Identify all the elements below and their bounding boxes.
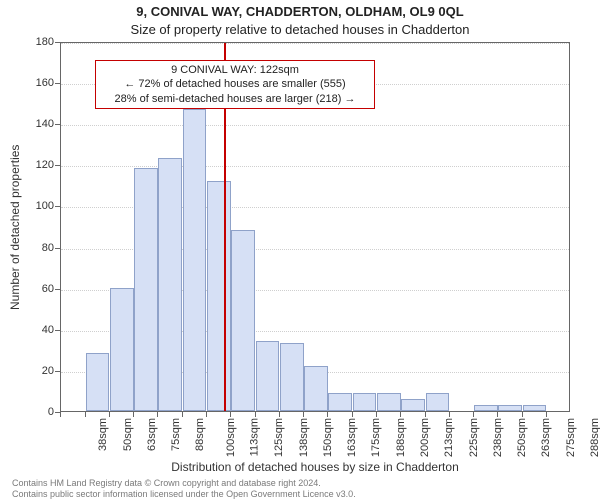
histogram-bar <box>256 341 280 411</box>
x-tick-label: 175sqm <box>371 418 383 457</box>
x-tick-mark <box>497 412 498 417</box>
callout-line2: ← 72% of detached houses are smaller (55… <box>102 77 368 91</box>
chart-title-sub: Size of property relative to detached ho… <box>0 22 600 37</box>
y-axis-label: Number of detached properties <box>8 42 22 412</box>
callout-line3: 28% of semi-detached houses are larger (… <box>102 92 368 106</box>
footer-attribution: Contains HM Land Registry data © Crown c… <box>12 478 356 499</box>
x-tick-label: 100sqm <box>225 418 237 457</box>
x-tick-mark <box>400 412 401 417</box>
histogram-bar <box>353 393 377 412</box>
x-tick-label: 225sqm <box>468 418 480 457</box>
x-tick-label: 238sqm <box>492 418 504 457</box>
gridline-h <box>61 166 569 167</box>
histogram-bar <box>328 393 352 412</box>
histogram-bar <box>401 399 425 411</box>
x-tick-mark <box>109 412 110 417</box>
y-tick-label: 180 <box>14 36 54 48</box>
histogram-bar <box>86 353 110 411</box>
x-tick-mark <box>327 412 328 417</box>
histogram-bar <box>134 168 158 411</box>
x-tick-mark <box>279 412 280 417</box>
y-tick-label: 40 <box>14 324 54 336</box>
x-tick-mark <box>60 412 61 417</box>
x-tick-mark <box>425 412 426 417</box>
histogram-bar <box>183 109 207 411</box>
histogram-bar <box>231 230 255 411</box>
y-tick-label: 140 <box>14 118 54 130</box>
x-tick-mark <box>449 412 450 417</box>
x-tick-label: 163sqm <box>346 418 358 457</box>
footer-line2: Contains public sector information licen… <box>12 489 356 499</box>
y-tick-label: 120 <box>14 159 54 171</box>
chart-title-main: 9, CONIVAL WAY, CHADDERTON, OLDHAM, OL9 … <box>0 4 600 19</box>
x-tick-mark <box>376 412 377 417</box>
x-tick-label: 75sqm <box>170 418 182 451</box>
histogram-bar <box>158 158 182 411</box>
gridline-h <box>61 125 569 126</box>
x-tick-label: 213sqm <box>443 418 455 457</box>
x-tick-mark <box>133 412 134 417</box>
y-tick-label: 0 <box>14 406 54 418</box>
x-tick-label: 250sqm <box>516 418 528 457</box>
footer-line1: Contains HM Land Registry data © Crown c… <box>12 478 321 488</box>
histogram-bar <box>110 288 134 411</box>
histogram-bar <box>207 181 231 411</box>
gridline-h <box>61 43 569 44</box>
x-tick-label: 200sqm <box>419 418 431 457</box>
y-tick-label: 160 <box>14 77 54 89</box>
histogram-bar <box>426 393 450 412</box>
x-tick-label: 63sqm <box>146 418 158 451</box>
callout-line1: 9 CONIVAL WAY: 122sqm <box>102 63 368 77</box>
x-tick-mark <box>230 412 231 417</box>
histogram-bar <box>280 343 304 411</box>
callout-box: 9 CONIVAL WAY: 122sqm ← 72% of detached … <box>95 60 375 109</box>
x-tick-label: 150sqm <box>322 418 334 457</box>
x-tick-label: 50sqm <box>122 418 134 451</box>
x-tick-mark <box>206 412 207 417</box>
x-tick-label: 88sqm <box>194 418 206 451</box>
x-tick-label: 275sqm <box>565 418 577 457</box>
x-tick-mark <box>352 412 353 417</box>
histogram-bar <box>304 366 328 411</box>
chart-container: 9, CONIVAL WAY, CHADDERTON, OLDHAM, OL9 … <box>0 0 600 500</box>
x-tick-mark <box>255 412 256 417</box>
x-tick-label: 113sqm <box>248 418 260 456</box>
x-tick-mark <box>85 412 86 417</box>
x-tick-mark <box>522 412 523 417</box>
x-tick-label: 188sqm <box>395 418 407 457</box>
x-tick-label: 138sqm <box>298 418 310 457</box>
x-tick-mark <box>546 412 547 417</box>
y-tick-label: 60 <box>14 283 54 295</box>
histogram-bar <box>377 393 401 412</box>
x-tick-label: 288sqm <box>589 418 600 457</box>
x-tick-mark <box>182 412 183 417</box>
histogram-bar <box>523 405 547 411</box>
x-tick-label: 125sqm <box>273 418 285 457</box>
x-tick-label: 38sqm <box>97 418 109 451</box>
histogram-bar <box>498 405 522 411</box>
x-tick-label: 263sqm <box>541 418 553 457</box>
x-tick-mark <box>157 412 158 417</box>
y-tick-label: 80 <box>14 242 54 254</box>
x-axis-label: Distribution of detached houses by size … <box>60 460 570 474</box>
y-tick-label: 100 <box>14 200 54 212</box>
x-tick-mark <box>303 412 304 417</box>
x-tick-mark <box>473 412 474 417</box>
histogram-bar <box>474 405 498 411</box>
y-tick-label: 20 <box>14 365 54 377</box>
